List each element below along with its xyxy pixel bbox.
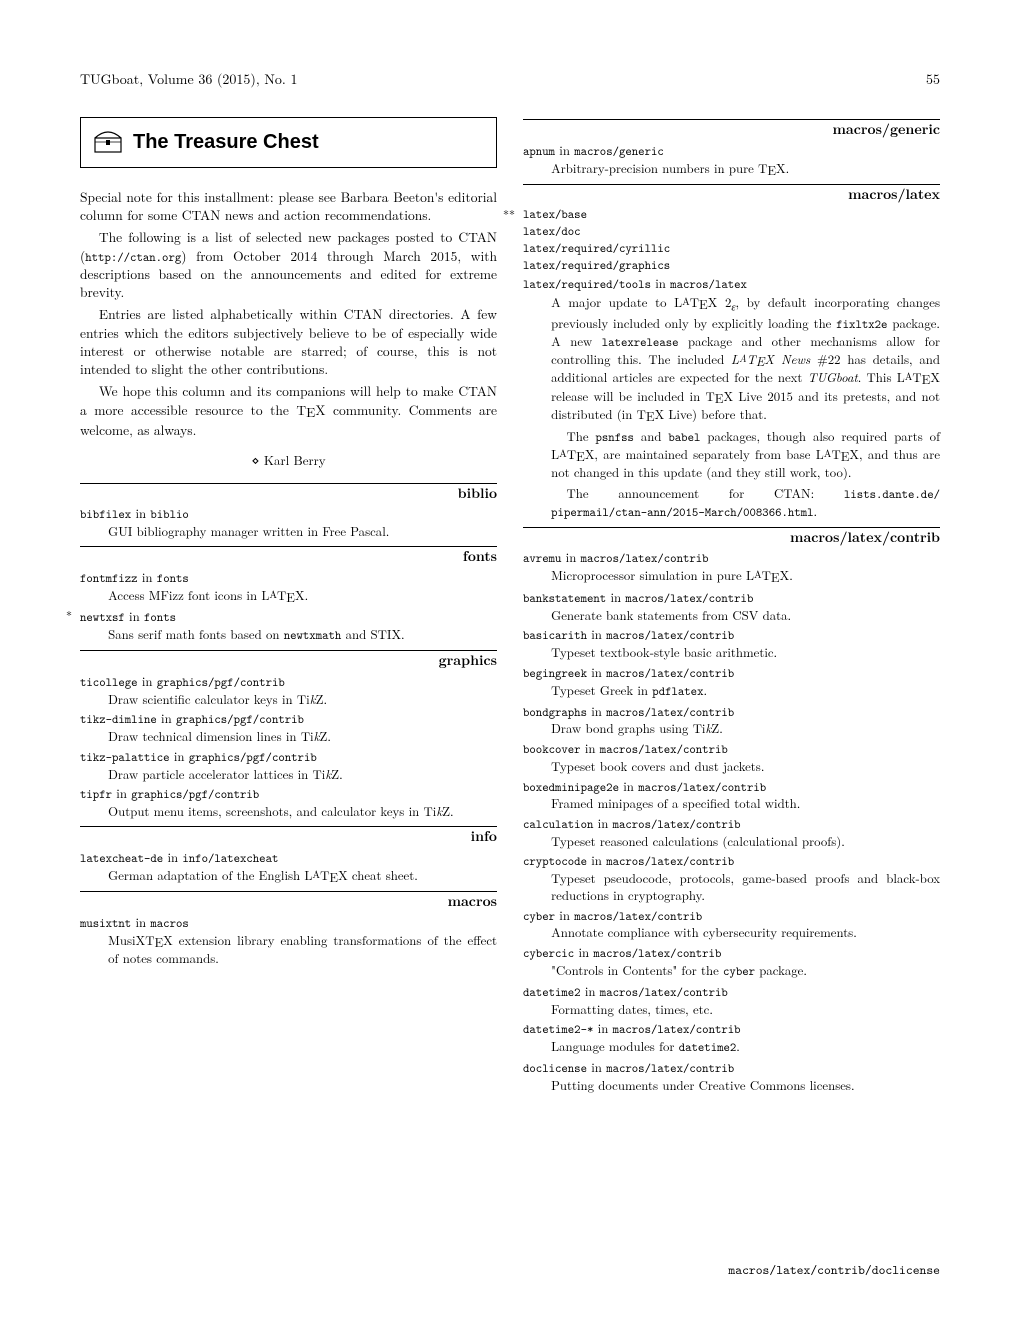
section-fonts: fonts fontmfizz in fonts Access MFizz fo… <box>80 546 497 644</box>
entry: apnum in macros/generic Arbitrary-precis… <box>523 142 940 178</box>
entry: * newtxsf in fonts Sans serif math fonts… <box>80 608 497 644</box>
entry: basicarith in macros/latex/contrib Types… <box>523 626 940 660</box>
entry: begingreek in macros/latex/contrib Types… <box>523 664 940 700</box>
entry: calculation in macros/latex/contrib Type… <box>523 815 940 849</box>
entry: datetime2 in macros/latex/contrib Format… <box>523 983 940 1017</box>
section-biblio: biblio bibfilex in biblio GUI bibliograp… <box>80 483 497 540</box>
running-header: TUGboat, Volume 36 (2015), No. 1 55 <box>80 70 940 89</box>
entry: tikz-palattice in graphics/pgf/contrib D… <box>80 748 497 782</box>
section-head-macros-latex: macros/latex <box>523 185 940 204</box>
entry: ** latex/base latex/doc latex/required/c… <box>523 207 940 520</box>
entry: doclicense in macros/latex/contrib Putti… <box>523 1059 940 1093</box>
entry: musixtnt in macros MusiXTEX extension li… <box>80 914 497 967</box>
entry: avremu in macros/latex/contrib Microproc… <box>523 549 940 585</box>
entry: bibfilex in biblio GUI bibliography mana… <box>80 505 497 539</box>
entry: tipfr in graphics/pgf/contrib Output men… <box>80 785 497 819</box>
article-title: The Treasure Chest <box>133 129 319 156</box>
entry: bookcover in macros/latex/contrib Typese… <box>523 740 940 774</box>
entry: bondgraphs in macros/latex/contrib Draw … <box>523 703 940 737</box>
section-head-fonts: fonts <box>80 547 497 566</box>
right-column: macros/generic apnum in macros/generic A… <box>523 117 940 1097</box>
intro-p2: The following is a list of selected new … <box>80 228 497 301</box>
entry: cryptocode in macros/latex/contrib Types… <box>523 852 940 903</box>
header-left: TUGboat, Volume 36 (2015), No. 1 <box>80 70 298 89</box>
star-icon: * <box>66 608 72 624</box>
two-column-layout: The Treasure Chest Special note for this… <box>80 117 940 1097</box>
entry: fontmfizz in fonts Access MFizz font ico… <box>80 569 497 605</box>
section-head-graphics: graphics <box>80 651 497 670</box>
entry: ticollege in graphics/pgf/contrib Draw s… <box>80 673 497 707</box>
section-head-macros: macros <box>80 892 497 911</box>
section-head-macros-generic: macros/generic <box>523 120 940 139</box>
section-macros-latex: macros/latex ** latex/base latex/doc lat… <box>523 184 940 520</box>
title-box: The Treasure Chest <box>80 117 497 168</box>
entry: bankstatement in macros/latex/contrib Ge… <box>523 589 940 623</box>
entry-long-desc: A major update to LATEX 2ε, by default i… <box>551 294 940 520</box>
section-macros-latex-contrib: macros/latex/contrib avremu in macros/la… <box>523 527 940 1094</box>
section-head-mlc: macros/latex/contrib <box>523 528 940 547</box>
chest-icon <box>93 128 123 157</box>
intro-p3: Entries are listed alphabetically within… <box>80 305 497 378</box>
intro-p1: Special note for this installment: pleas… <box>80 188 497 224</box>
entry: datetime2-* in macros/latex/contrib Lang… <box>523 1020 940 1056</box>
section-head-biblio: biblio <box>80 484 497 503</box>
entry: boxedminipage2e in macros/latex/contrib … <box>523 778 940 812</box>
entry: tikz-dimline in graphics/pgf/contrib Dra… <box>80 710 497 744</box>
entry: cybercic in macros/latex/contrib "Contro… <box>523 944 940 980</box>
header-right: 55 <box>926 70 940 89</box>
left-column: The Treasure Chest Special note for this… <box>80 117 497 1097</box>
entry: cyber in macros/latex/contrib Annotate c… <box>523 907 940 941</box>
section-macros-generic: macros/generic apnum in macros/generic A… <box>523 119 940 178</box>
page: TUGboat, Volume 36 (2015), No. 1 55 The … <box>0 0 1020 1320</box>
signature: ⋄ Karl Berry <box>80 451 497 469</box>
footer-path: macros/latex/contrib/doclicense <box>728 1262 940 1280</box>
section-macros: macros musixtnt in macros MusiXTEX exten… <box>80 891 497 967</box>
double-star-icon: ** <box>503 207 515 223</box>
entry: latexcheat-de in info/latexcheat German … <box>80 849 497 885</box>
section-info: info latexcheat-de in info/latexcheat Ge… <box>80 826 497 885</box>
section-graphics: graphics ticollege in graphics/pgf/contr… <box>80 650 497 820</box>
section-head-info: info <box>80 827 497 846</box>
intro-p4: We hope this column and its companions w… <box>80 382 497 439</box>
